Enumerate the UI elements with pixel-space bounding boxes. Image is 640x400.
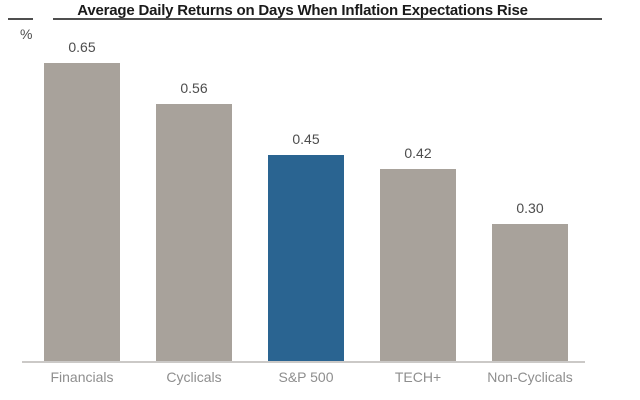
bar-financials	[44, 63, 120, 362]
category-label-tech: TECH+	[394, 369, 442, 385]
value-label-tech: 0.42	[404, 145, 432, 161]
category-label-non-cyclicals: Non-Cyclicals	[487, 369, 573, 385]
value-label-cyclicals: 0.56	[180, 80, 208, 96]
chart-title: Average Daily Returns on Days When Infla…	[77, 2, 528, 19]
category-label-s-p-500: S&P 500	[278, 369, 334, 385]
bar-s-p-500	[268, 155, 344, 362]
value-label-non-cyclicals: 0.30	[516, 200, 544, 216]
value-label-financials: 0.65	[68, 39, 96, 55]
category-label-cyclicals: Cyclicals	[166, 369, 222, 385]
category-label-financials: Financials	[50, 369, 114, 385]
bar-tech	[380, 169, 456, 362]
title-underline	[53, 18, 602, 20]
value-label-s-p-500: 0.45	[292, 131, 320, 147]
top-left-tick	[8, 18, 33, 20]
y-axis-unit-label: %	[20, 26, 33, 42]
bar-cyclicals	[156, 104, 232, 362]
bar-non-cyclicals	[492, 224, 568, 362]
x-axis-line	[22, 361, 585, 363]
